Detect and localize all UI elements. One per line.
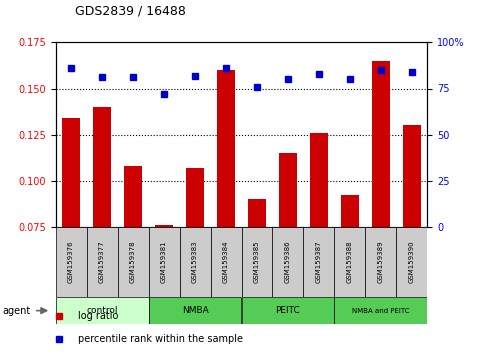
Bar <box>56 297 149 324</box>
Text: GSM159385: GSM159385 <box>254 241 260 283</box>
Bar <box>117 227 149 297</box>
Bar <box>217 70 235 227</box>
Bar <box>242 297 334 324</box>
Bar <box>272 227 303 297</box>
Bar <box>62 118 80 227</box>
Text: GSM159383: GSM159383 <box>192 241 198 283</box>
Bar <box>310 133 328 227</box>
Text: GSM159386: GSM159386 <box>285 241 291 283</box>
Bar <box>248 199 266 227</box>
Text: agent: agent <box>2 306 30 316</box>
Bar <box>155 225 173 227</box>
Text: NMBA and PEITC: NMBA and PEITC <box>352 308 410 314</box>
Bar <box>186 168 204 227</box>
Bar <box>149 297 242 324</box>
Bar <box>180 227 211 297</box>
Bar <box>341 195 359 227</box>
Text: log ratio: log ratio <box>78 311 118 321</box>
Bar <box>86 227 117 297</box>
Text: GSM159390: GSM159390 <box>409 241 415 283</box>
Bar <box>211 227 242 297</box>
Text: GSM159378: GSM159378 <box>130 241 136 283</box>
Bar <box>334 297 427 324</box>
Bar <box>56 227 86 297</box>
Bar <box>403 125 421 227</box>
Bar <box>242 227 272 297</box>
Text: percentile rank within the sample: percentile rank within the sample <box>78 334 243 344</box>
Bar <box>279 153 297 227</box>
Text: GSM159387: GSM159387 <box>316 241 322 283</box>
Text: GSM159377: GSM159377 <box>99 241 105 283</box>
Bar <box>397 227 427 297</box>
Text: GSM159376: GSM159376 <box>68 241 74 283</box>
Bar <box>303 227 334 297</box>
Text: GSM159384: GSM159384 <box>223 241 229 283</box>
Bar <box>149 227 180 297</box>
Text: PEITC: PEITC <box>276 306 300 315</box>
Text: NMBA: NMBA <box>182 306 208 315</box>
Text: GSM159381: GSM159381 <box>161 241 167 283</box>
Bar <box>93 107 112 227</box>
Text: GDS2839 / 16488: GDS2839 / 16488 <box>75 5 186 18</box>
Bar <box>366 227 397 297</box>
Bar <box>124 166 142 227</box>
Bar <box>334 227 366 297</box>
Text: control: control <box>86 306 118 315</box>
Bar <box>372 61 390 227</box>
Text: GSM159389: GSM159389 <box>378 241 384 283</box>
Text: GSM159388: GSM159388 <box>347 241 353 283</box>
